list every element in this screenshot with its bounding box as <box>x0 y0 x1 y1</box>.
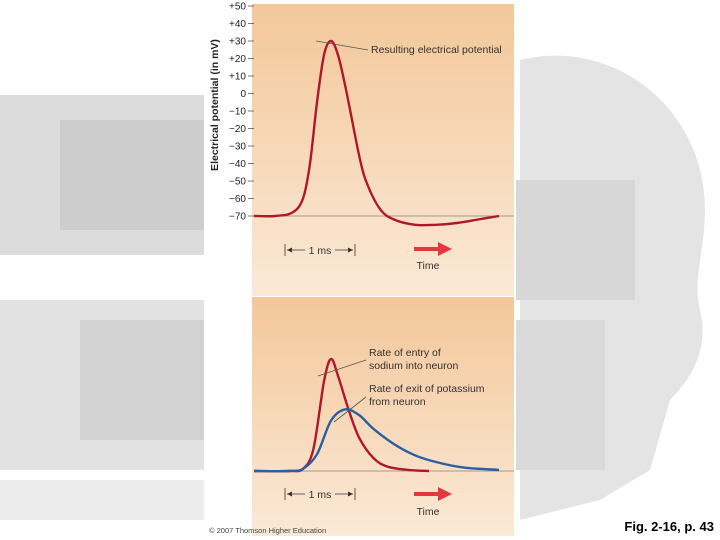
y-tick-label: +30 <box>229 37 246 48</box>
x-axis-title-bottom: Time <box>417 506 440 518</box>
annotation-sodium-line1: Rate of entry of <box>369 347 441 359</box>
top-chart: Electrical potential (in mV) +50 +40 +30 +2… <box>206 2 514 296</box>
bottom-chart: Rate of entry of sodium into neuron Rate… <box>209 297 514 536</box>
y-tick-label: +10 <box>229 72 246 83</box>
potassium-leader <box>333 396 367 423</box>
y-tick-label: −30 <box>229 142 246 153</box>
x-axis-title: Time <box>417 260 440 272</box>
y-tick-label: −70 <box>229 212 246 223</box>
scale-bar-top: 1 ms <box>284 244 356 257</box>
time-arrow-bottom: Time <box>414 487 452 518</box>
annotation-potassium-line1: Rate of exit of potassium <box>369 383 485 395</box>
figure: Electrical potential (in mV) +50 +40 +30 +2… <box>206 2 514 536</box>
annotation-potassium-line2: from neuron <box>369 396 426 408</box>
y-axis-title: Electrical potential (in mV) <box>209 39 221 171</box>
scale-bar-bottom: 1 ms <box>284 488 356 501</box>
scale-bar-label: 1 ms <box>309 245 332 257</box>
bottom-plot-area <box>252 297 514 536</box>
y-tick-label: 0 <box>240 89 246 100</box>
time-arrow-top: Time <box>414 242 452 272</box>
potassium-line <box>253 408 500 473</box>
y-tick-label: −60 <box>229 194 246 205</box>
y-tick-label: −20 <box>229 124 246 135</box>
y-axis: +50 +40 +30 +20 +10 0 −10 −20 −30 −40 −50 −60 −70 <box>229 2 254 223</box>
y-tick-label: +20 <box>229 54 246 65</box>
y-tick-label: +50 <box>229 2 246 13</box>
scale-bar-label-bottom: 1 ms <box>309 489 332 501</box>
y-tick-label: −50 <box>229 177 246 188</box>
copyright: © 2007 Thomson Higher Education <box>209 526 326 535</box>
sodium-leader <box>317 359 367 377</box>
y-tick-label: −10 <box>229 107 246 118</box>
figure-caption: Fig. 2-16, p. 43 <box>624 519 714 534</box>
y-tick-label: −40 <box>229 159 246 170</box>
annotation-sodium-line2: sodium into neuron <box>369 360 458 372</box>
top-plot-area <box>252 4 514 296</box>
annotation-resulting-potential: Resulting electrical potential <box>371 44 502 56</box>
potential-line <box>253 39 500 227</box>
y-tick-label: +40 <box>229 19 246 30</box>
annotation-leader <box>315 40 369 51</box>
